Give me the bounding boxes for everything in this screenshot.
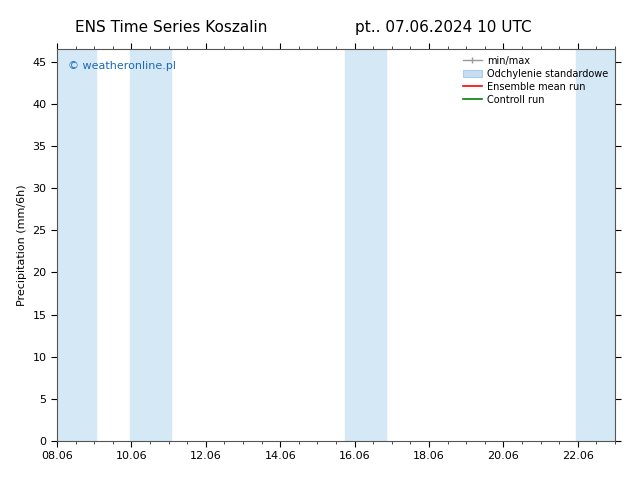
Bar (55, 49, 96, 441)
Text: © weatheronline.pl: © weatheronline.pl (68, 61, 176, 71)
Bar (129, 49, 171, 441)
Text: pt.. 07.06.2024 10 UTC: pt.. 07.06.2024 10 UTC (356, 20, 532, 35)
Y-axis label: Precipitation (mm/6h): Precipitation (mm/6h) (17, 184, 27, 306)
Bar (576, 49, 617, 441)
Text: ENS Time Series Koszalin: ENS Time Series Koszalin (75, 20, 268, 35)
Legend: min/max, Odchylenie standardowe, Ensemble mean run, Controll run: min/max, Odchylenie standardowe, Ensembl… (459, 52, 612, 108)
Bar (346, 49, 386, 441)
